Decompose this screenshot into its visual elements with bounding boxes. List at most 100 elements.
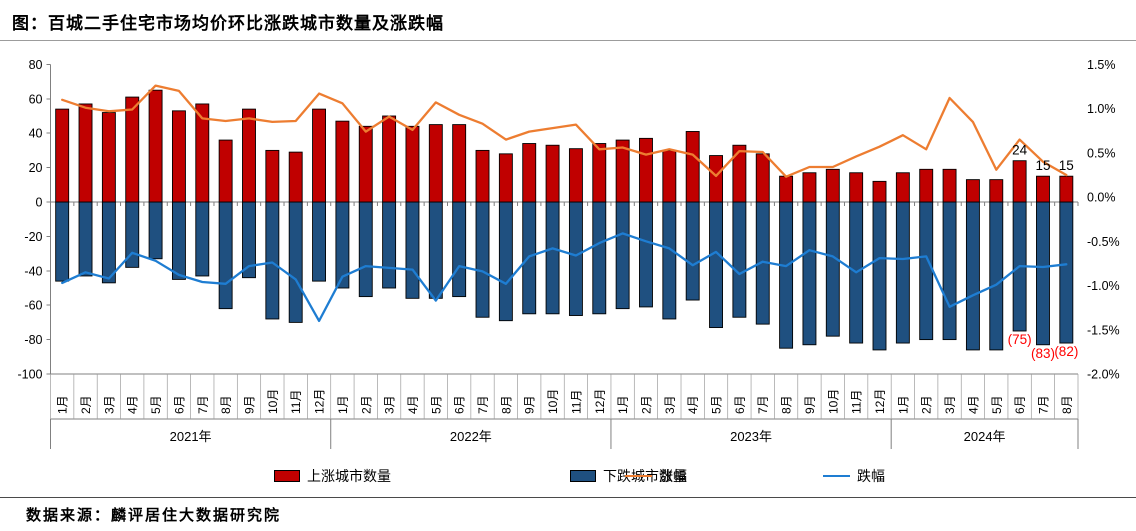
bar-falling-cities (428, 201, 443, 299)
month-label: 10月 (546, 389, 560, 414)
bar-rising-cities (335, 120, 350, 203)
bar-falling-cities (615, 201, 630, 310)
bar-falling-cities (685, 201, 700, 301)
bar-falling-cities (989, 201, 1004, 351)
bar-rising-cities (358, 125, 373, 203)
legend-swatch (274, 470, 300, 482)
legend-item: 上涨城市数量 (274, 466, 391, 486)
chart-legend: 上涨城市数量 下跌城市数量 涨幅 跌幅 (0, 466, 1136, 488)
right-axis-tick-label: -0.5% (1087, 235, 1120, 249)
bar-falling-cities (288, 201, 303, 323)
bar-rising-cities (1012, 160, 1027, 203)
bar-falling-cities (592, 201, 607, 315)
bar-falling-cities (101, 201, 116, 284)
bar-falling-cities (825, 201, 840, 337)
month-label: 1月 (896, 395, 910, 414)
month-label: 7月 (196, 395, 210, 414)
bar-falling-cities (265, 201, 280, 320)
month-label: 11月 (850, 390, 864, 414)
bar-rising-cities (55, 108, 70, 203)
legend-line-marker (823, 475, 850, 477)
bar-falling-cities (545, 201, 560, 315)
bar-rising-cities (989, 179, 1004, 203)
right-axis-tick-label: 0.0% (1087, 191, 1116, 205)
bar-rising-cities (779, 175, 794, 203)
bar-rising-cities (452, 124, 467, 203)
month-label: 11月 (569, 390, 583, 414)
month-label: 5月 (710, 395, 724, 414)
bar-rising-cities (942, 168, 957, 203)
year-label: 2021年 (170, 429, 212, 444)
left-axis-tick-label: -80 (24, 333, 42, 347)
bar-rising-cities (919, 168, 934, 203)
month-label: 4月 (406, 395, 420, 414)
year-label: 2023年 (730, 429, 772, 444)
bar-falling-cities (312, 201, 327, 282)
year-label: 2024年 (964, 429, 1006, 444)
month-label: 3月 (102, 395, 116, 414)
bar-falling-cities (895, 201, 910, 344)
month-label: 7月 (476, 395, 490, 414)
bar-falling-cities (452, 201, 467, 298)
bar-rising-cities (662, 149, 677, 203)
bar-rising-cities (1059, 175, 1074, 203)
bar-falling-cities (965, 201, 980, 351)
month-label: 8月 (499, 395, 513, 414)
bar-rising-cities (218, 139, 233, 203)
month-label: 1月 (56, 395, 70, 414)
legend-item: 跌幅 (823, 466, 885, 486)
line-gain-rate (61, 84, 1068, 178)
bar-falling-cities (171, 201, 186, 280)
month-label: 4月 (686, 395, 700, 414)
bar-rising-cities (709, 155, 723, 203)
month-label: 12月 (593, 389, 607, 414)
bar-falling-cities (1036, 201, 1050, 346)
legend-item: 涨幅 (625, 466, 687, 486)
month-label: 8月 (219, 395, 233, 414)
left-axis-tick-label: -60 (24, 299, 42, 313)
month-label: 3月 (383, 395, 397, 414)
month-label: 2月 (79, 395, 93, 414)
left-axis-tick-label: 0 (36, 196, 43, 210)
month-label: 4月 (966, 395, 980, 414)
month-label: 12月 (873, 389, 887, 414)
bar-rising-cities (405, 125, 420, 203)
right-axis-tick-label: 1.0% (1087, 102, 1116, 116)
annotation-value-label: (75) (1008, 332, 1032, 347)
bar-rising-cities (732, 144, 747, 203)
left-axis-tick-label: 80 (29, 58, 43, 72)
month-label: 6月 (453, 395, 467, 414)
bar-rising-cities (639, 137, 653, 203)
left-axis-tick-label: 40 (29, 127, 43, 141)
month-label: 5月 (429, 395, 443, 414)
month-label: 8月 (1060, 395, 1074, 414)
bar-rising-cities (615, 139, 630, 203)
bar-rising-cities (1036, 175, 1050, 203)
title-divider (0, 40, 1136, 41)
right-axis-tick-label: 1.5% (1087, 58, 1116, 72)
bar-falling-cities (662, 201, 677, 320)
bar-rising-cities (288, 151, 303, 203)
legend-item: 下跌城市数量 (570, 466, 687, 486)
month-label: 2月 (920, 395, 934, 414)
left-axis-tick-label: 60 (29, 92, 43, 106)
bar-rising-cities (265, 149, 280, 203)
legend-line-marker (625, 475, 652, 477)
bar-falling-cities (405, 201, 420, 299)
month-label: 9月 (242, 395, 256, 414)
month-label: 6月 (172, 395, 186, 414)
left-axis-tick-label: -20 (24, 230, 42, 244)
bar-rising-cities (101, 112, 116, 203)
bar-falling-cities (498, 201, 513, 322)
data-source: 数据来源：麟评居住大数据研究院 (26, 508, 282, 524)
month-label: 3月 (943, 395, 957, 414)
month-label: 12月 (313, 389, 327, 414)
line-drop-rate (61, 232, 1068, 323)
bar-rising-cities (545, 144, 560, 203)
footer-divider (0, 497, 1136, 498)
legend-label: 上涨城市数量 (307, 470, 391, 485)
bar-rising-cities (685, 131, 700, 203)
bar-falling-cities (709, 201, 723, 329)
